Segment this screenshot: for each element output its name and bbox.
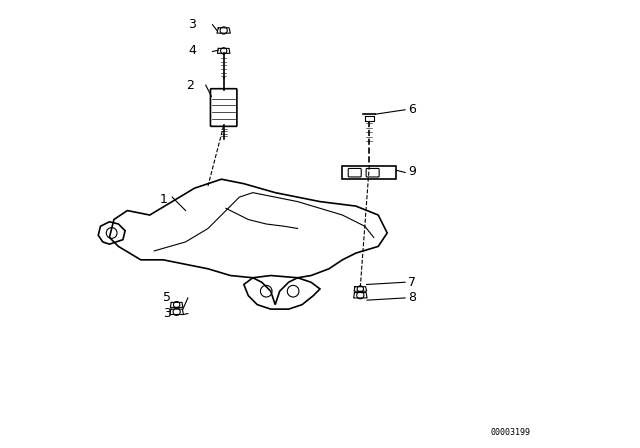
Text: 3: 3 (163, 307, 171, 320)
Text: 5: 5 (163, 291, 171, 305)
Text: 8: 8 (408, 291, 416, 305)
Text: 6: 6 (408, 103, 416, 116)
Text: 9: 9 (408, 165, 416, 178)
Text: 2: 2 (186, 78, 194, 92)
Text: 7: 7 (408, 276, 416, 289)
Text: 00003199: 00003199 (491, 428, 531, 437)
Text: 1: 1 (159, 193, 167, 206)
Text: 4: 4 (188, 44, 196, 57)
Text: 3: 3 (188, 18, 196, 31)
